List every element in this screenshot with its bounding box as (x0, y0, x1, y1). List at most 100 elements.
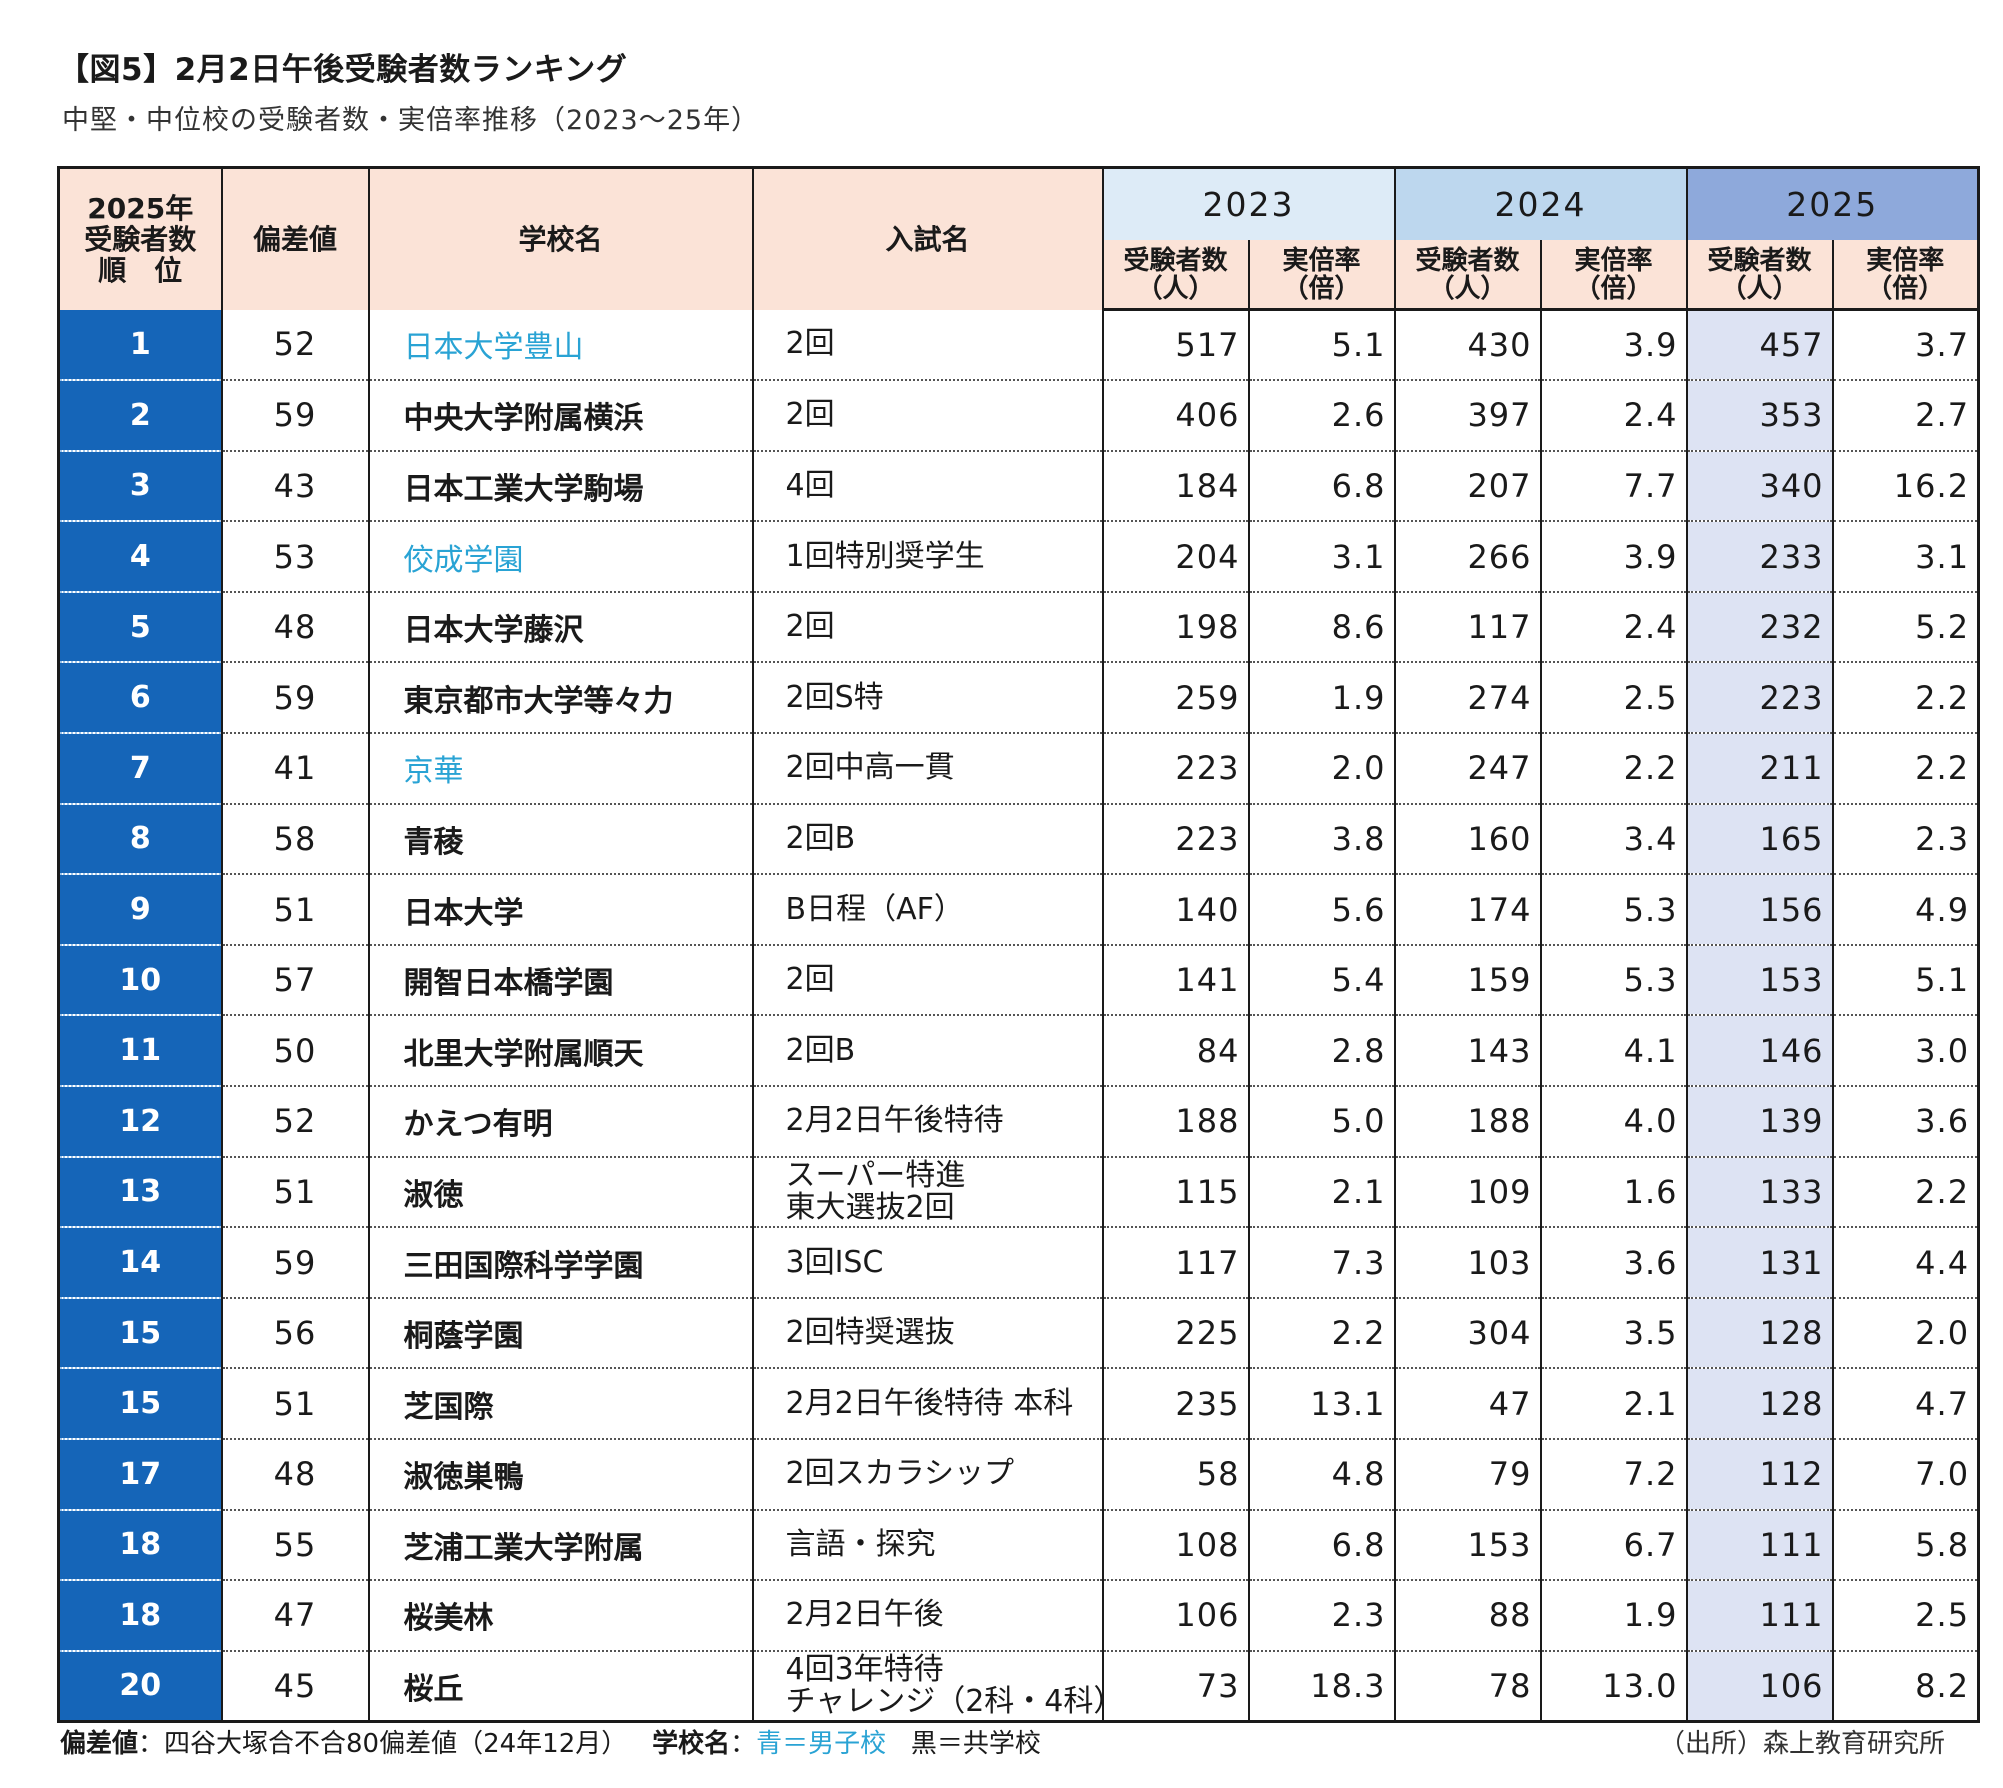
applicants-2023-cell: 58 (1101, 1439, 1249, 1511)
applicants-2023-cell: 73 (1101, 1650, 1249, 1722)
applicants-2025-cell: 340 (1685, 450, 1833, 523)
ratio-2025-cell: 4.9 (1831, 874, 1979, 946)
table-row: 18 55 芝浦工業大学附属 言語・探究 108 6.8 153 6.7 111 5.8 (57, 1509, 1979, 1582)
ratio-2025-cell: 5.2 (1831, 591, 1979, 664)
applicants-2023-cell: 406 (1101, 380, 1249, 452)
school-name-cell: 開智日本橋学園 (367, 944, 753, 1017)
ratio-header-line2: （倍） (1866, 273, 1945, 304)
year-2025-header: 2025 (1685, 167, 1979, 240)
applicants-2025-cell: 457 (1685, 309, 1833, 382)
applicants-2023-cell: 204 (1101, 521, 1249, 593)
rank-cell: 15 (57, 1368, 222, 1440)
exam-name-line: 2回特奨選抜 (785, 1315, 955, 1351)
footer-school-label: 学校名 (652, 1729, 731, 1759)
exam-name-cell: 2月2日午後特待 本科 (751, 1368, 1103, 1440)
rank-cell: 5 (57, 591, 222, 664)
ratio-2024-cell: 6.7 (1539, 1509, 1687, 1582)
ratio-2023-cell: 3.1 (1247, 521, 1395, 593)
table-row: 11 50 北里大学附属順天 2回B 84 2.8 143 4.1 146 3.0 (57, 1015, 1979, 1088)
exam-name-cell: 2回B (751, 1015, 1103, 1088)
table-row: 4 53 佼成学園 1回特別奨学生 204 3.1 266 3.9 233 3.1 (57, 521, 1979, 593)
school-name-cell: 芝浦工業大学附属 (367, 1509, 753, 1582)
footer-source: （出所）森上教育研究所 (1658, 1729, 1945, 1759)
ratio-2024-cell: 3.4 (1539, 803, 1687, 876)
rank-cell: 15 (57, 1297, 222, 1370)
applicants-2025-cell: 139 (1685, 1086, 1833, 1158)
applicants-2023-cell: 225 (1101, 1297, 1249, 1370)
applicants-2025-cell: 106 (1685, 1650, 1833, 1722)
applicants-2024-cell: 174 (1393, 874, 1541, 946)
ratio-2024-cell: 4.0 (1539, 1086, 1687, 1158)
ratio-2023-cell: 2.0 (1247, 733, 1395, 805)
ratio-2024-cell: 7.2 (1539, 1439, 1687, 1511)
table-row: 7 41 京華 2回中高一貫 223 2.0 247 2.2 211 2.2 (57, 733, 1979, 805)
school-name-cell: かえつ有明 (367, 1086, 753, 1158)
table-row: 20 45 桜丘 4回3年特待 チャレンジ（2科・4科） 73 18.3 78 13.0 106 8… (57, 1650, 1979, 1722)
table-row: 6 59 東京都市大学等々力 2回S特 259 1.9 274 2.5 223 2.2 (57, 662, 1979, 735)
applicants-2023-cell: 184 (1101, 450, 1249, 523)
applicants-2024-cell: 79 (1393, 1439, 1541, 1511)
exam-name-line: 言語・探究 (785, 1526, 936, 1562)
ratio-2023-cell: 3.8 (1247, 803, 1395, 876)
page-subtitle: 中堅・中位校の受験者数・実倍率推移（2023～25年） (62, 105, 760, 136)
applicants-2024-cell: 188 (1393, 1086, 1541, 1158)
ratio-2023-cell: 2.6 (1247, 380, 1395, 452)
applicants-2025-cell: 153 (1685, 944, 1833, 1017)
school-name-cell: 淑徳 (367, 1156, 753, 1229)
school-name-cell: 淑徳巣鴨 (367, 1439, 753, 1511)
deviation-cell: 48 (220, 591, 369, 664)
rank-cell: 17 (57, 1439, 222, 1511)
deviation-cell: 51 (220, 874, 369, 946)
ratio-header-line2: （倍） (1574, 273, 1653, 304)
applicants-header-line2: （人） (1720, 273, 1799, 304)
applicants-2024-cell: 153 (1393, 1509, 1541, 1582)
school-name-cell: 青稜 (367, 803, 753, 876)
ratio-header-line1: 実倍率 (1574, 245, 1653, 276)
ratio-2025-header: 実倍率 （倍） (1831, 239, 1979, 311)
applicants-header-line1: 受験者数 (1415, 245, 1520, 276)
footer-dev-note: ：四谷大塚合不合80偏差値（24年12月） (138, 1729, 628, 1759)
school-name-cell: 東京都市大学等々力 (367, 662, 753, 735)
applicants-2024-cell: 47 (1393, 1368, 1541, 1440)
applicants-2023-header: 受験者数 （人） (1101, 239, 1249, 311)
school-name-cell: 佼成学園 (367, 521, 753, 593)
table-row: 3 43 日本工業大学駒場 4回 184 6.8 207 7.7 340 16.2 (57, 450, 1979, 523)
exam-name-cell: 2回S特 (751, 662, 1103, 735)
exam-name-line: B日程（AF） (785, 891, 964, 927)
exam-name-line: 東大選抜2回 (785, 1189, 955, 1225)
exam-name-cell: 4回3年特待 チャレンジ（2科・4科） (751, 1650, 1103, 1722)
exam-name-cell: 1回特別奨学生 (751, 521, 1103, 593)
exam-name-cell: 言語・探究 (751, 1509, 1103, 1582)
deviation-cell: 51 (220, 1368, 369, 1440)
applicants-2024-cell: 274 (1393, 662, 1541, 735)
ratio-2025-cell: 2.2 (1831, 662, 1979, 735)
ratio-2025-cell: 2.2 (1831, 733, 1979, 805)
page-title: 【図5】2月2日午後受験者数ランキング (58, 52, 628, 88)
exam-name-cell: 2回 (751, 591, 1103, 664)
deviation-cell: 57 (220, 944, 369, 1017)
exam-name-line: 4回 (785, 467, 835, 503)
rank-cell: 4 (57, 521, 222, 593)
ratio-2025-cell: 2.2 (1831, 1156, 1979, 1229)
exam-name-cell: 4回 (751, 450, 1103, 523)
exam-name-line: 2回中高一貫 (785, 750, 955, 786)
rank-cell: 14 (57, 1227, 222, 1299)
deviation-cell: 59 (220, 380, 369, 452)
applicants-2024-cell: 304 (1393, 1297, 1541, 1370)
school-header: 学校名 (367, 167, 753, 310)
exam-name-cell: 2回 (751, 380, 1103, 452)
exam-name-cell: 2回B (751, 803, 1103, 876)
ratio-2024-cell: 1.9 (1539, 1580, 1687, 1652)
exam-header: 入試名 (751, 167, 1103, 310)
exam-name-line: 1回特別奨学生 (785, 538, 985, 574)
ratio-2023-cell: 5.1 (1247, 309, 1395, 382)
ratio-2025-cell: 3.0 (1831, 1015, 1979, 1088)
ratio-header-line1: 実倍率 (1282, 245, 1361, 276)
ratio-2024-cell: 1.6 (1539, 1156, 1687, 1229)
ratio-2025-cell: 5.8 (1831, 1509, 1979, 1582)
applicants-2024-cell: 397 (1393, 380, 1541, 452)
ratio-2023-cell: 5.0 (1247, 1086, 1395, 1158)
deviation-cell: 58 (220, 803, 369, 876)
ratio-2024-cell: 2.4 (1539, 380, 1687, 452)
deviation-cell: 43 (220, 450, 369, 523)
